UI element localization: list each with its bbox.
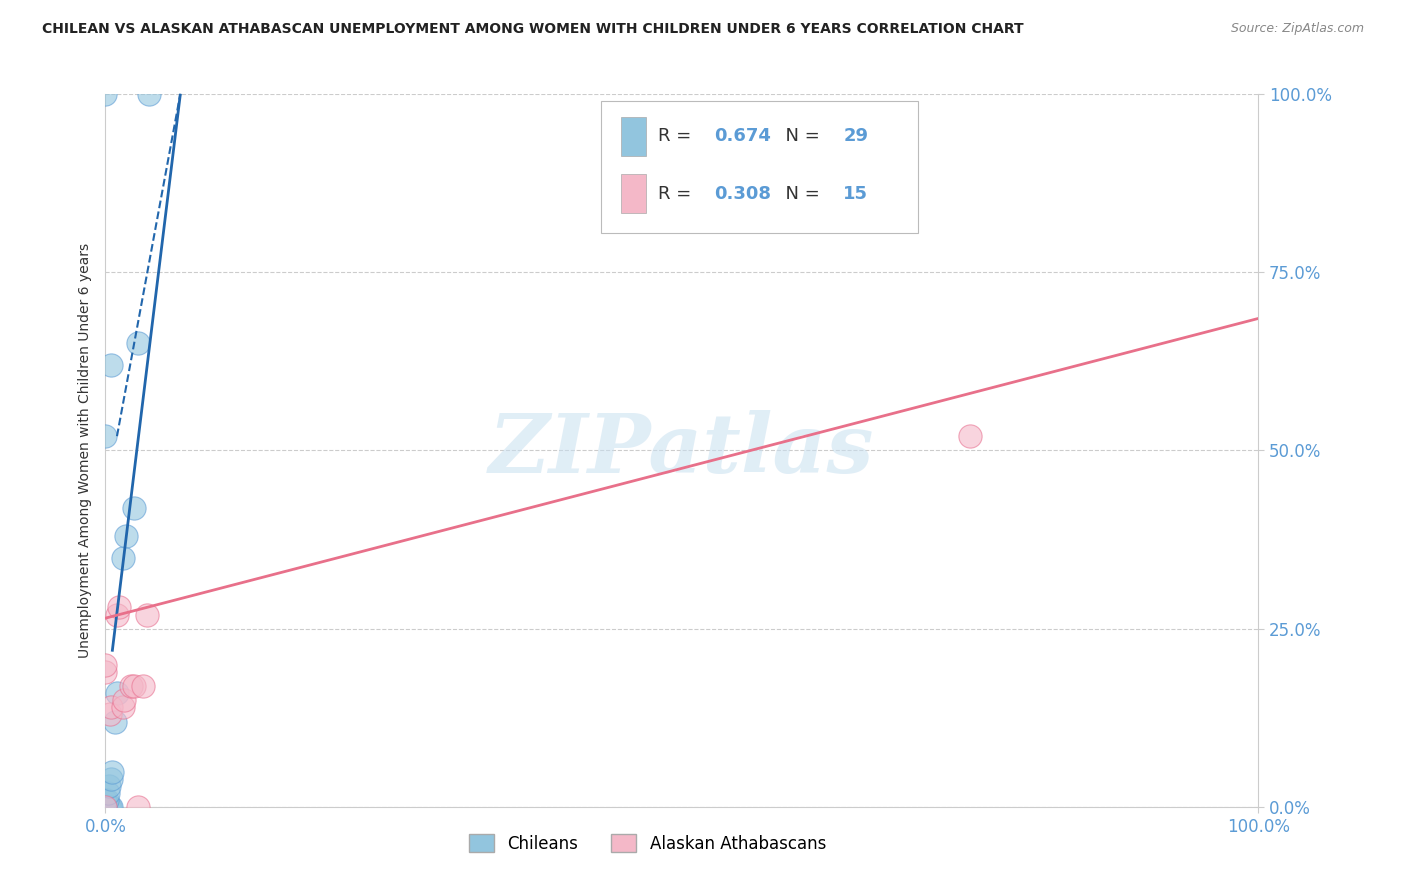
Text: R =: R = — [658, 185, 697, 202]
Point — [115, 529, 138, 543]
Point — [120, 679, 142, 693]
Text: ZIPatlas: ZIPatlas — [489, 410, 875, 491]
Point — [132, 679, 155, 693]
Point — [94, 800, 117, 814]
Bar — [621, 174, 647, 213]
Point — [127, 800, 149, 814]
Point — [94, 800, 117, 814]
Point — [101, 764, 124, 779]
Point — [94, 800, 117, 814]
Point — [94, 800, 117, 814]
Point — [100, 358, 122, 372]
Point — [138, 87, 160, 101]
Point — [98, 707, 121, 722]
Point — [94, 800, 117, 814]
Point — [94, 800, 117, 814]
Point — [96, 793, 118, 807]
Point — [111, 700, 134, 714]
Point — [97, 800, 120, 814]
Point — [127, 336, 149, 351]
Text: R =: R = — [658, 128, 697, 145]
Point — [105, 607, 128, 622]
Point — [959, 429, 981, 443]
Y-axis label: Unemployment Among Women with Children Under 6 years: Unemployment Among Women with Children U… — [77, 243, 91, 658]
Point — [98, 800, 121, 814]
Point — [105, 686, 128, 700]
Point — [94, 429, 117, 443]
Text: N =: N = — [775, 185, 825, 202]
Point — [97, 786, 120, 800]
Point — [94, 800, 117, 814]
Text: CHILEAN VS ALASKAN ATHABASCAN UNEMPLOYMENT AMONG WOMEN WITH CHILDREN UNDER 6 YEA: CHILEAN VS ALASKAN ATHABASCAN UNEMPLOYME… — [42, 22, 1024, 37]
Text: Source: ZipAtlas.com: Source: ZipAtlas.com — [1230, 22, 1364, 36]
Point — [94, 800, 117, 814]
Text: N =: N = — [775, 128, 825, 145]
Point — [124, 679, 146, 693]
Text: 29: 29 — [844, 128, 869, 145]
Point — [94, 665, 117, 679]
Point — [94, 87, 117, 101]
Text: 0.674: 0.674 — [714, 128, 770, 145]
FancyBboxPatch shape — [602, 101, 918, 233]
Point — [94, 800, 117, 814]
Point — [94, 793, 117, 807]
Point — [111, 550, 134, 565]
Text: 0.308: 0.308 — [714, 185, 772, 202]
Point — [97, 779, 120, 793]
Point — [112, 693, 135, 707]
Point — [94, 800, 117, 814]
Point — [108, 600, 131, 615]
Point — [100, 700, 122, 714]
Bar — [621, 117, 647, 156]
Legend: Chileans, Alaskan Athabascans: Chileans, Alaskan Athabascans — [463, 828, 832, 860]
Point — [100, 772, 122, 786]
Point — [94, 657, 117, 672]
Point — [124, 500, 146, 515]
Point — [100, 800, 122, 814]
Point — [94, 800, 117, 814]
Point — [136, 607, 159, 622]
Point — [104, 714, 127, 729]
Text: 15: 15 — [844, 185, 869, 202]
